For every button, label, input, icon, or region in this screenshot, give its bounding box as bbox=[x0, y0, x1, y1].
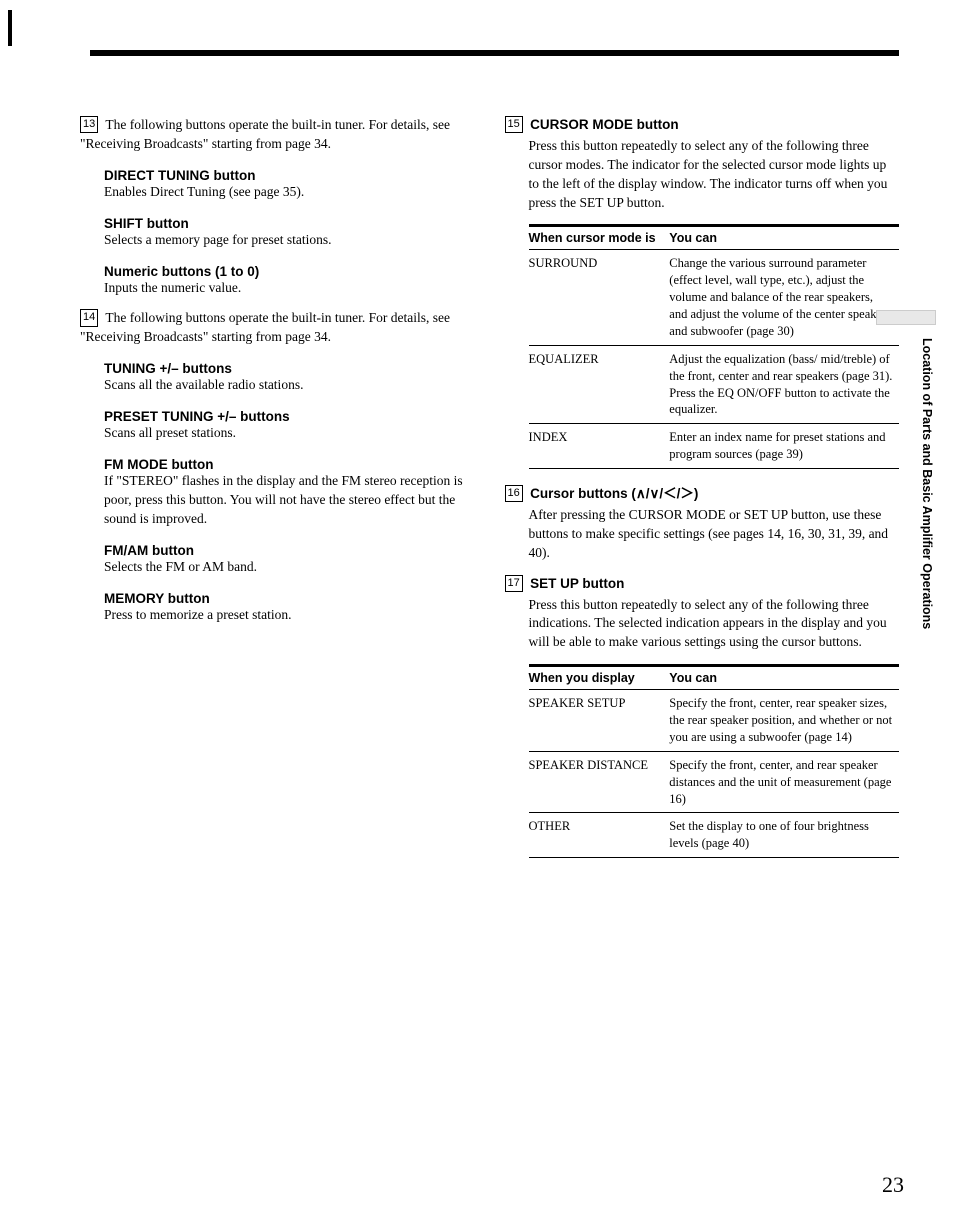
cursor-r0-a: SURROUND bbox=[529, 250, 670, 345]
table-header-row: When you display You can bbox=[529, 666, 900, 690]
numeric-desc: Inputs the numeric value. bbox=[104, 279, 475, 298]
item-15-block: 15 CURSOR MODE button Press this button … bbox=[505, 116, 900, 469]
item-16-block: 16 Cursor buttons (∧/∨/＜/＞) After pressi… bbox=[505, 485, 900, 563]
setup-r1-a: SPEAKER DISTANCE bbox=[529, 751, 670, 813]
fmam-heading: FM/AM button bbox=[104, 543, 475, 558]
item-14-sub-1: PRESET TUNING +/– buttons Scans all pres… bbox=[80, 409, 475, 443]
setup-r1-b: Specify the front, center, and rear spea… bbox=[669, 751, 899, 813]
table-row: SPEAKER DISTANCE Specify the front, cent… bbox=[529, 751, 900, 813]
cursor-mode-table: When cursor mode is You can SURROUND Cha… bbox=[529, 224, 900, 469]
item-13-sub-2: Numeric buttons (1 to 0) Inputs the nume… bbox=[80, 264, 475, 298]
table-row: SPEAKER SETUP Specify the front, center,… bbox=[529, 690, 900, 752]
preset-desc: Scans all preset stations. bbox=[104, 424, 475, 443]
memory-desc: Press to memorize a preset station. bbox=[104, 606, 475, 625]
item-13-block: 13 The following buttons operate the bui… bbox=[80, 116, 475, 154]
cursor-r1-b: Adjust the equalization (bass/ mid/trebl… bbox=[669, 345, 899, 424]
shift-desc: Selects a memory page for preset station… bbox=[104, 231, 475, 250]
item-17-block: 17 SET UP button Press this button repea… bbox=[505, 575, 900, 859]
item-13-sub-0: DIRECT TUNING button Enables Direct Tuni… bbox=[80, 168, 475, 202]
setup-th1: When you display bbox=[529, 666, 670, 690]
cursor-mode-desc: Press this button repeatedly to select a… bbox=[505, 137, 900, 213]
item-14-sub-3: FM/AM button Selects the FM or AM band. bbox=[80, 543, 475, 577]
item-14-sub-4: MEMORY button Press to memorize a preset… bbox=[80, 591, 475, 625]
page-number: 23 bbox=[882, 1172, 904, 1198]
tuning-heading: TUNING +/– buttons bbox=[104, 361, 475, 376]
right-column: 15 CURSOR MODE button Press this button … bbox=[505, 116, 900, 874]
side-tab-text: Location of Parts and Basic Amplifier Op… bbox=[920, 338, 934, 629]
cursor-r2-b: Enter an index name for preset stations … bbox=[669, 424, 899, 469]
item-number-15: 15 bbox=[505, 116, 523, 133]
setup-heading: SET UP button bbox=[530, 576, 624, 591]
cursor-buttons-desc: After pressing the CURSOR MODE or SET UP… bbox=[505, 506, 900, 563]
top-rule bbox=[90, 50, 899, 56]
cursor-r1-a: EQUALIZER bbox=[529, 345, 670, 424]
setup-th2: You can bbox=[669, 666, 899, 690]
scan-artifact-tick bbox=[8, 10, 12, 46]
shift-heading: SHIFT button bbox=[104, 216, 475, 231]
item-14-block: 14 The following buttons operate the bui… bbox=[80, 309, 475, 347]
fmmode-desc: If "STEREO" flashes in the display and t… bbox=[104, 472, 475, 529]
item-number-14: 14 bbox=[80, 309, 98, 326]
table-row: EQUALIZER Adjust the equalization (bass/… bbox=[529, 345, 900, 424]
cursor-r2-a: INDEX bbox=[529, 424, 670, 469]
left-column: 13 The following buttons operate the bui… bbox=[60, 116, 475, 874]
setup-desc: Press this button repeatedly to select a… bbox=[505, 596, 900, 653]
memory-heading: MEMORY button bbox=[104, 591, 475, 606]
fmam-desc: Selects the FM or AM band. bbox=[104, 558, 475, 577]
side-tab-box bbox=[876, 310, 936, 325]
table-header-row: When cursor mode is You can bbox=[529, 226, 900, 250]
cursor-buttons-heading: Cursor buttons (∧/∨/＜/＞) bbox=[530, 486, 698, 501]
tuning-desc: Scans all the available radio stations. bbox=[104, 376, 475, 395]
item-13-intro: The following buttons operate the built-… bbox=[80, 117, 450, 151]
preset-heading: PRESET TUNING +/– buttons bbox=[104, 409, 475, 424]
cursor-th1: When cursor mode is bbox=[529, 226, 670, 250]
item-14-sub-2: FM MODE button If "STEREO" flashes in th… bbox=[80, 457, 475, 529]
item-14-sub-0: TUNING +/– buttons Scans all the availab… bbox=[80, 361, 475, 395]
item-number-13: 13 bbox=[80, 116, 98, 133]
setup-table: When you display You can SPEAKER SETUP S… bbox=[529, 664, 900, 858]
setup-r2-a: OTHER bbox=[529, 813, 670, 858]
item-number-16: 16 bbox=[505, 485, 523, 502]
cursor-th2: You can bbox=[669, 226, 899, 250]
direct-tuning-heading: DIRECT TUNING button bbox=[104, 168, 475, 183]
table-row: INDEX Enter an index name for preset sta… bbox=[529, 424, 900, 469]
setup-r0-a: SPEAKER SETUP bbox=[529, 690, 670, 752]
table-row: OTHER Set the display to one of four bri… bbox=[529, 813, 900, 858]
table-row: SURROUND Change the various surround par… bbox=[529, 250, 900, 345]
numeric-heading: Numeric buttons (1 to 0) bbox=[104, 264, 475, 279]
setup-r0-b: Specify the front, center, rear speaker … bbox=[669, 690, 899, 752]
item-14-intro: The following buttons operate the built-… bbox=[80, 310, 450, 344]
fmmode-heading: FM MODE button bbox=[104, 457, 475, 472]
setup-r2-b: Set the display to one of four brightnes… bbox=[669, 813, 899, 858]
two-column-layout: 13 The following buttons operate the bui… bbox=[60, 116, 899, 874]
cursor-r0-b: Change the various surround parameter (e… bbox=[669, 250, 899, 345]
item-13-sub-1: SHIFT button Selects a memory page for p… bbox=[80, 216, 475, 250]
item-number-17: 17 bbox=[505, 575, 523, 592]
direct-tuning-desc: Enables Direct Tuning (see page 35). bbox=[104, 183, 475, 202]
cursor-mode-heading: CURSOR MODE button bbox=[530, 117, 678, 132]
